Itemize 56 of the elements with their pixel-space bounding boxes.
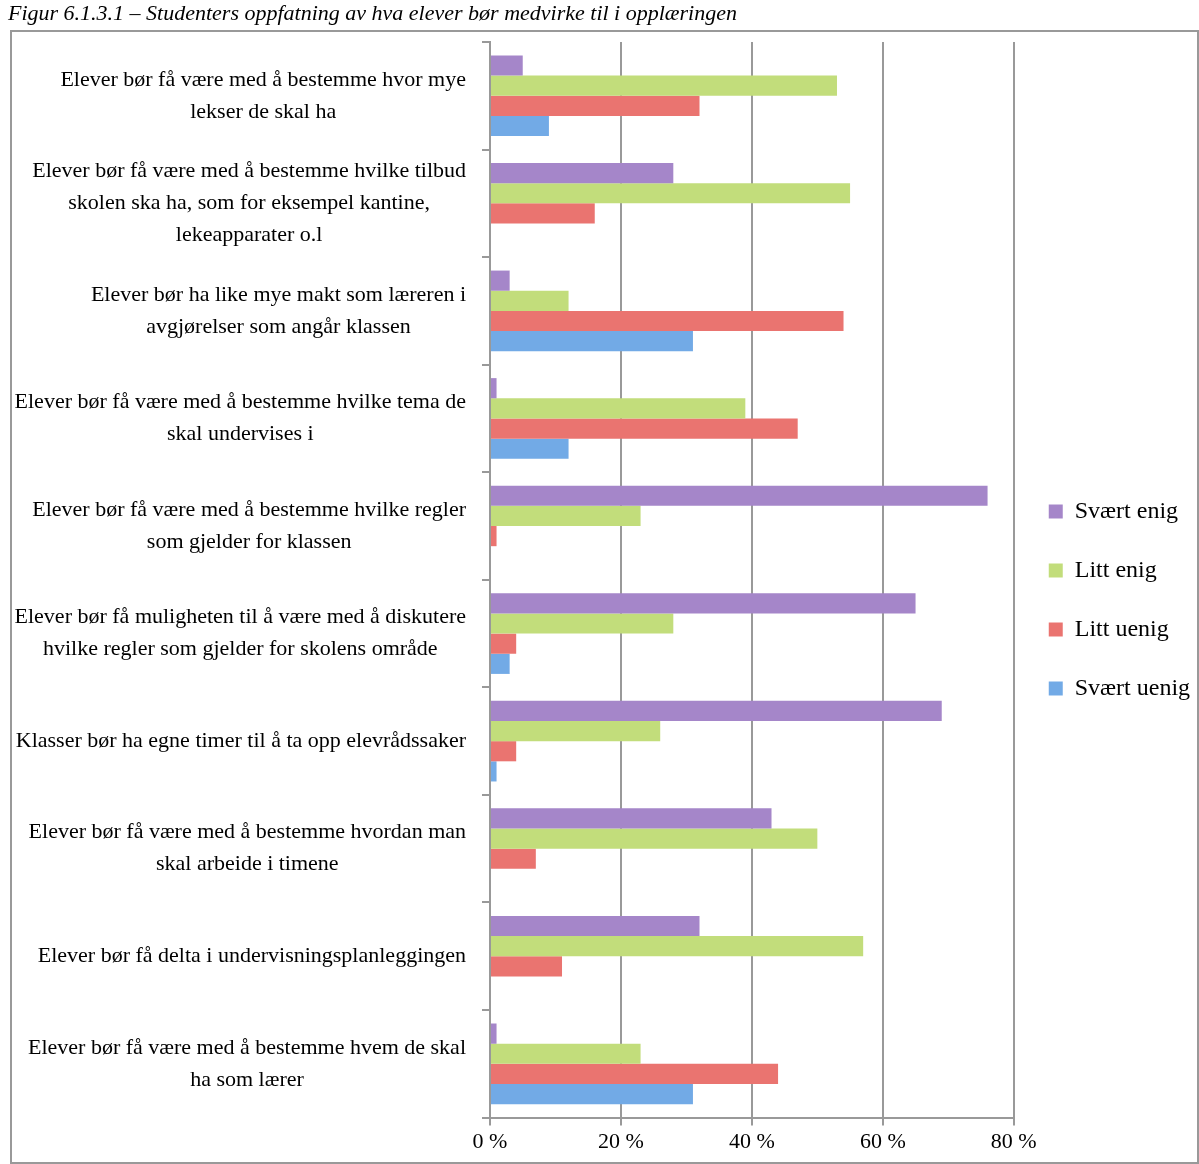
- legend-label: Litt uenig: [1074, 614, 1169, 641]
- bar: [491, 1023, 497, 1044]
- bar: [491, 290, 569, 311]
- bar: [491, 485, 988, 506]
- bar: [491, 505, 641, 527]
- bar: [491, 418, 798, 439]
- bar: [491, 75, 837, 96]
- bar: [491, 593, 916, 614]
- bar: [491, 956, 563, 977]
- y-tick-label: Klasser bør ha egne timer til å ta opp elevrådssaker: [15, 726, 467, 752]
- y-tick-label: Elever bør få være med å bestemme hvilke regler som gjelder for klassen: [32, 495, 467, 553]
- bar: [491, 633, 517, 654]
- y-tick-label: Elever bør få være med å bestemme hvordan man skal arbeide i timene: [28, 818, 466, 876]
- bar: [491, 720, 661, 742]
- bar: [491, 828, 818, 849]
- legend-label: Svært enig: [1074, 496, 1179, 523]
- bar: [491, 183, 851, 204]
- x-tick-label: 60 %: [859, 1127, 906, 1153]
- chart-title: Figur 6.1.3.1 – Studenters oppfatning av hva elever bør medvirke til i opplæringen: [7, 0, 738, 27]
- bar: [491, 848, 536, 869]
- bar: [491, 163, 674, 184]
- bar: [491, 700, 942, 721]
- legend-label: Svært uenig: [1074, 673, 1191, 700]
- y-tick-label: Elever bør ha like mye makt som læreren i avgjørelser som angår klassen: [90, 280, 466, 338]
- bar: [491, 115, 549, 137]
- x-tick-label: 0 %: [472, 1127, 508, 1153]
- bar: [491, 613, 674, 634]
- x-tick-label: 40 %: [728, 1127, 775, 1153]
- bar: [491, 203, 595, 224]
- y-tick-label: Elever bør få være med å bestemme hvem de skal ha som lærer: [27, 1033, 467, 1091]
- bar: [491, 55, 523, 76]
- bar: [491, 915, 700, 937]
- bar: [491, 270, 510, 291]
- bar: [491, 438, 569, 459]
- legend-label: Litt enig: [1074, 555, 1157, 582]
- y-tick-label: Elever bør få muligheten til å være med å diskutere hvilke regler som gjelder for skolens område: [14, 603, 466, 661]
- bar: [491, 526, 497, 547]
- x-tick-label: 80 %: [990, 1127, 1037, 1153]
- y-tick-label: Elever bør få være med å bestemme hvor mye lekser de skal ha: [60, 65, 466, 123]
- bar: [491, 741, 517, 762]
- bar: [491, 398, 746, 419]
- bar: [491, 653, 510, 674]
- bar: [491, 1043, 641, 1064]
- bar: [491, 1063, 779, 1084]
- y-tick-label: Elever bør få være med å bestemme hvilke tema de skal undervises i: [14, 388, 466, 446]
- y-tick-label: Elever bør få delta i undervisningsplanleggingen: [37, 942, 466, 968]
- bar: [491, 95, 700, 116]
- bar: [491, 936, 864, 957]
- y-tick-label: Elever bør få være med å bestemme hvilke tilbud skolen ska ha, som for eksempel kantine, lekeapparater o.l: [32, 157, 466, 247]
- bar: [491, 331, 693, 352]
- bar: [491, 310, 844, 332]
- bar: [491, 761, 497, 782]
- x-tick-label: 20 %: [598, 1127, 644, 1153]
- bar: [491, 378, 497, 399]
- bar: [491, 1083, 693, 1105]
- bar: [491, 808, 772, 829]
